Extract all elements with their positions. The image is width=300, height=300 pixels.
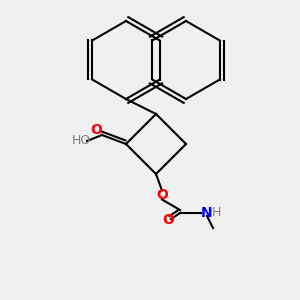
Text: H: H <box>211 206 221 220</box>
Text: HO: HO <box>71 134 91 148</box>
Text: O: O <box>90 124 102 137</box>
Text: O: O <box>156 188 168 202</box>
Text: N: N <box>201 206 213 220</box>
Text: O: O <box>162 214 174 227</box>
